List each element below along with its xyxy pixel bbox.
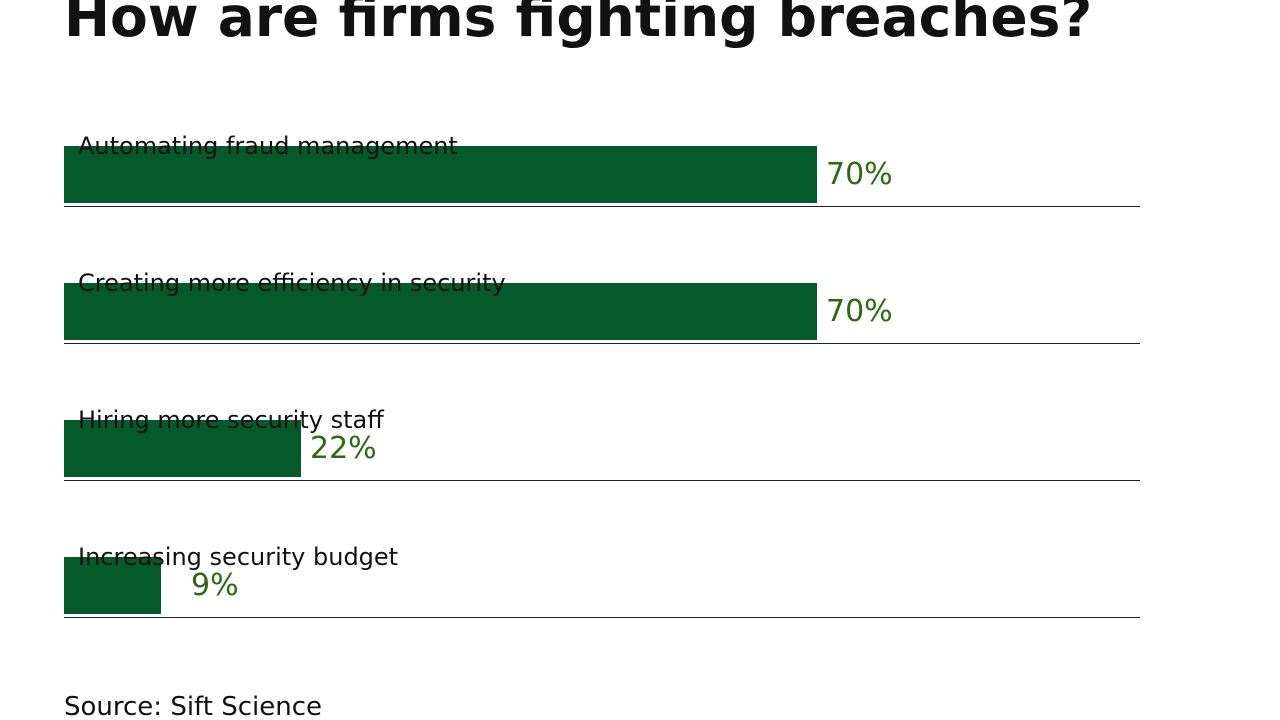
bar xyxy=(64,420,301,477)
value-label: 70% xyxy=(826,294,893,329)
bar-row: Creating more efficiency in security 70% xyxy=(64,269,1140,344)
row-divider xyxy=(64,343,1140,344)
row-divider xyxy=(64,617,1140,618)
value-label: 9% xyxy=(191,568,239,603)
category-label: Hiring more security staff xyxy=(78,406,384,434)
category-label: Automating fraud management xyxy=(78,132,458,160)
bar xyxy=(64,146,817,203)
row-divider xyxy=(64,206,1140,207)
row-divider xyxy=(64,480,1140,481)
bar-row: Automating fraud management 70% xyxy=(64,132,1140,207)
value-label: 70% xyxy=(826,157,893,192)
category-label: Increasing security budget xyxy=(78,543,399,571)
bar xyxy=(64,557,161,614)
value-label: 22% xyxy=(310,431,377,466)
chart-title: How are firms fighting breaches? xyxy=(64,0,1093,49)
bar xyxy=(64,283,817,340)
bar-row: Increasing security budget 9% xyxy=(64,543,1140,618)
source-note: Source: Sift Science xyxy=(64,692,322,720)
category-label: Creating more efficiency in security xyxy=(78,269,506,297)
bar-row: Hiring more security staff 22% xyxy=(64,406,1140,481)
